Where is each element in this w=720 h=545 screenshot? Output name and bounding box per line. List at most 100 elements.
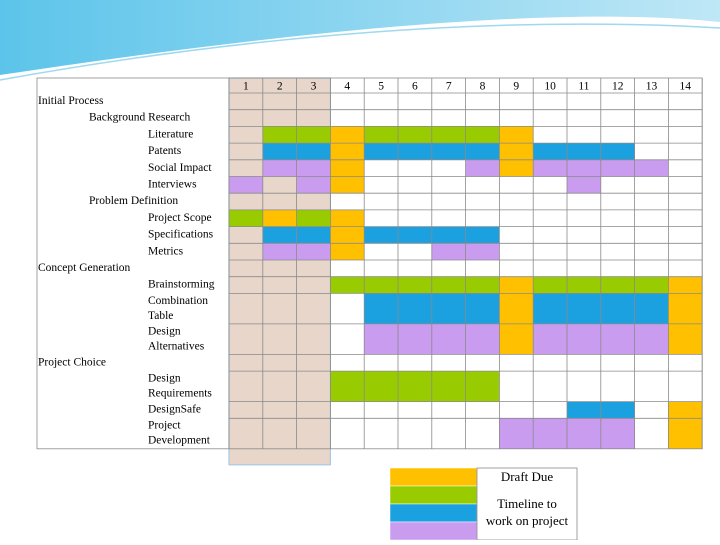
task-cell (499, 323, 534, 355)
task-cell (364, 126, 398, 144)
task-cell (296, 159, 331, 177)
task-cell (296, 143, 331, 160)
header-wave (0, 0, 720, 75)
task-cell (567, 276, 601, 294)
task-cell (330, 243, 365, 260)
task-cell (431, 226, 466, 244)
week-number: 12 (612, 81, 624, 93)
week-number: 14 (680, 81, 692, 93)
task-cell (634, 159, 669, 177)
task-cell (364, 371, 398, 402)
task-label: Concept Generation (38, 262, 131, 274)
legend-swatch (389, 503, 478, 523)
week-number: 3 (311, 81, 317, 93)
task-cell (431, 293, 466, 324)
task-cell (330, 209, 365, 227)
task-cell (600, 159, 635, 177)
task-cell (668, 401, 703, 419)
task-cell (398, 126, 432, 144)
task-cell (431, 126, 466, 144)
task-cell (567, 323, 601, 355)
week-number: 6 (412, 81, 418, 93)
task-cell (567, 418, 601, 449)
task-cell (465, 126, 500, 144)
task-cell (499, 143, 534, 160)
legend: Draft Due Timeline to work on project (389, 467, 578, 541)
task-cell (600, 401, 635, 419)
task-label: Social Impact (148, 162, 212, 174)
week-number: 9 (513, 81, 519, 93)
task-cell (465, 276, 500, 294)
task-cell (499, 293, 534, 324)
task-label: Design (148, 325, 181, 337)
task-cell (668, 276, 703, 294)
task-cell (634, 293, 669, 324)
task-label: Problem Definition (89, 195, 178, 207)
task-cell (330, 126, 365, 144)
legend-label: Timeline to (497, 496, 557, 511)
week-number: 8 (480, 81, 486, 93)
task-cell (262, 126, 297, 144)
task-cell (296, 126, 331, 144)
week-number: 10 (544, 81, 556, 93)
task-cell (364, 226, 398, 244)
task-cell (668, 293, 703, 324)
week-number: 7 (446, 81, 452, 93)
task-cell (262, 243, 297, 260)
task-cell (465, 323, 500, 355)
task-cell (398, 293, 432, 324)
week-number: 13 (646, 81, 658, 93)
task-cell (600, 276, 635, 294)
task-cell (431, 276, 466, 294)
task-cell (533, 323, 567, 355)
task-cell (465, 243, 500, 260)
task-cell (600, 143, 635, 160)
task-cell (668, 323, 703, 355)
task-cell (431, 323, 466, 355)
task-cell (533, 143, 567, 160)
task-cell (431, 371, 466, 402)
task-cell (398, 323, 432, 355)
task-cell (567, 159, 601, 177)
task-label: Design (148, 372, 181, 384)
task-cell (398, 276, 432, 294)
task-cell (330, 176, 365, 194)
task-cell (398, 226, 432, 244)
task-cell (533, 293, 567, 324)
task-cell (499, 126, 534, 144)
task-cell (634, 276, 669, 294)
task-cell (465, 159, 500, 177)
task-cell (465, 226, 500, 244)
task-label: Development (148, 435, 211, 447)
task-cell (262, 226, 297, 244)
task-cell (499, 418, 534, 449)
task-cell (364, 323, 398, 355)
task-label: Metrics (148, 245, 184, 257)
legend-swatch (389, 521, 478, 541)
task-cell (262, 143, 297, 160)
task-cell (364, 143, 398, 160)
week-number: 2 (277, 81, 283, 93)
task-cell (465, 293, 500, 324)
task-cell (364, 293, 398, 324)
task-cell (262, 159, 297, 177)
week-number: 4 (344, 81, 350, 93)
task-label: Combination (148, 295, 208, 307)
task-label: Project Choice (38, 356, 106, 368)
task-label: Project (148, 420, 181, 432)
task-cell (600, 323, 635, 355)
task-cell (330, 371, 365, 402)
task-cell (634, 323, 669, 355)
wave-line (0, 23, 720, 81)
task-cell (330, 159, 365, 177)
week-number: 5 (378, 81, 384, 93)
task-label: Alternatives (148, 340, 205, 352)
task-cell (465, 371, 500, 402)
task-label: Requirements (148, 387, 212, 399)
task-label: Interviews (148, 178, 197, 190)
week-number: 1 (243, 81, 249, 93)
week-number: 11 (578, 81, 589, 93)
task-cell (499, 159, 534, 177)
task-cell (567, 143, 601, 160)
